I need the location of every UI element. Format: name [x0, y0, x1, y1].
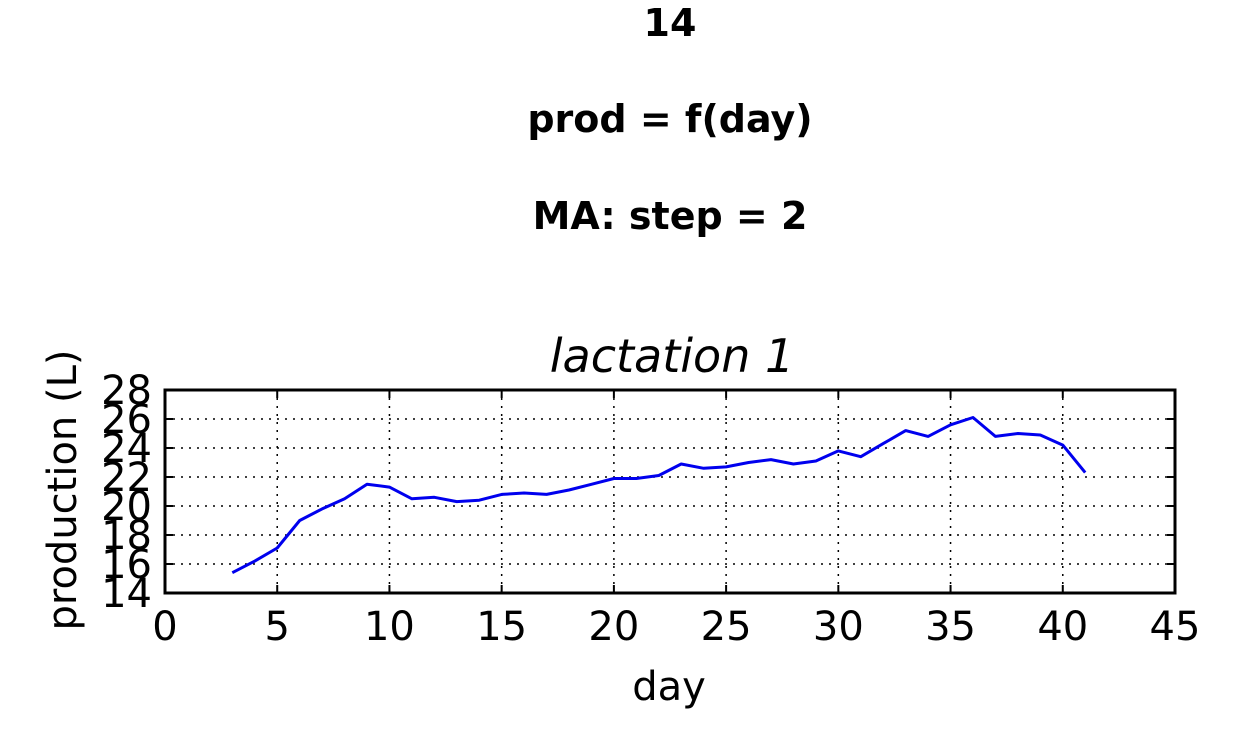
chart-title: lactation 1: [550, 329, 795, 383]
y-tick-label: 20: [101, 484, 152, 530]
x-tick-label: 40: [1037, 604, 1088, 650]
y-axis-label: production (L): [40, 350, 86, 631]
x-tick-label: 35: [925, 604, 976, 650]
x-tick-label: 30: [813, 604, 864, 650]
y-tick-label: 18: [101, 513, 152, 559]
y-tick-label: 14: [101, 571, 152, 617]
y-tick-label: 24: [101, 426, 152, 472]
plot-frame: [163, 388, 1177, 595]
figure-title-number: 14: [643, 1, 697, 45]
y-tick-label: 26: [101, 397, 152, 443]
x-tick-label: 20: [588, 604, 639, 650]
x-tick-label: 0: [152, 604, 177, 650]
x-tick-label: 25: [701, 604, 752, 650]
figure-title-moving-average: MA: step = 2: [532, 194, 808, 238]
x-tick-label: 45: [1150, 604, 1201, 650]
y-tick-label: 16: [101, 542, 152, 588]
figure-title-function: prod = f(day): [527, 97, 813, 141]
series-line: [231, 416, 1087, 575]
x-tick-label: 5: [264, 604, 289, 650]
x-tick-label: 15: [476, 604, 527, 650]
y-tick-label: 28: [101, 368, 152, 414]
grid-lines: [165, 390, 1175, 593]
y-tick-label: 22: [101, 455, 152, 501]
series-layer: [231, 416, 1087, 575]
x-tick-label: 10: [364, 604, 415, 650]
x-axis-label: day: [632, 664, 706, 710]
